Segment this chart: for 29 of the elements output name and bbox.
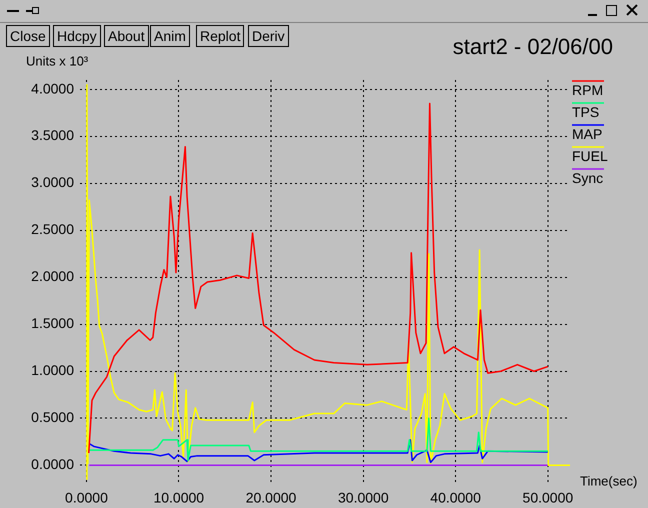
x-tick-label: 0.0000 [65, 489, 108, 506]
text: About [104, 25, 149, 47]
text: Close [6, 25, 50, 47]
text: Replot [196, 25, 244, 47]
legend-label: TPS [572, 104, 600, 120]
y-axis-title: Units x 10³ [26, 54, 89, 69]
x-tick-label: 10.0000 [153, 489, 204, 506]
x-tick-label: 20.0000 [246, 489, 297, 506]
y-tick-label: 2.0000 [31, 268, 74, 284]
y-tick-label: 3.0000 [31, 174, 74, 190]
legend-label: RPM [572, 82, 604, 98]
chart-title: start2 - 02/06/00 [452, 34, 613, 59]
text: Anim [150, 25, 190, 47]
y-tick-label: 4.0000 [31, 80, 74, 96]
y-tick-label: 1.5000 [31, 315, 74, 332]
x-tick-label: 30.0000 [338, 489, 389, 506]
x-tick-label: 50.0000 [522, 489, 574, 506]
x-tick-label: 40.0000 [430, 489, 482, 506]
y-tick-label: 0.0000 [31, 456, 74, 472]
y-tick-label: 2.5000 [31, 221, 74, 238]
text: Deriv [248, 25, 289, 47]
x-axis-title: Time(sec) [580, 474, 638, 489]
legend-label: FUEL [572, 148, 608, 164]
y-tick-label: 3.5000 [31, 127, 74, 144]
y-tick-label: 0.5000 [31, 409, 74, 426]
legend-label: MAP [572, 126, 602, 142]
y-tick-label: 1.0000 [31, 362, 74, 378]
text: Hdcpy [53, 25, 101, 47]
legend-label: Sync [572, 170, 604, 186]
